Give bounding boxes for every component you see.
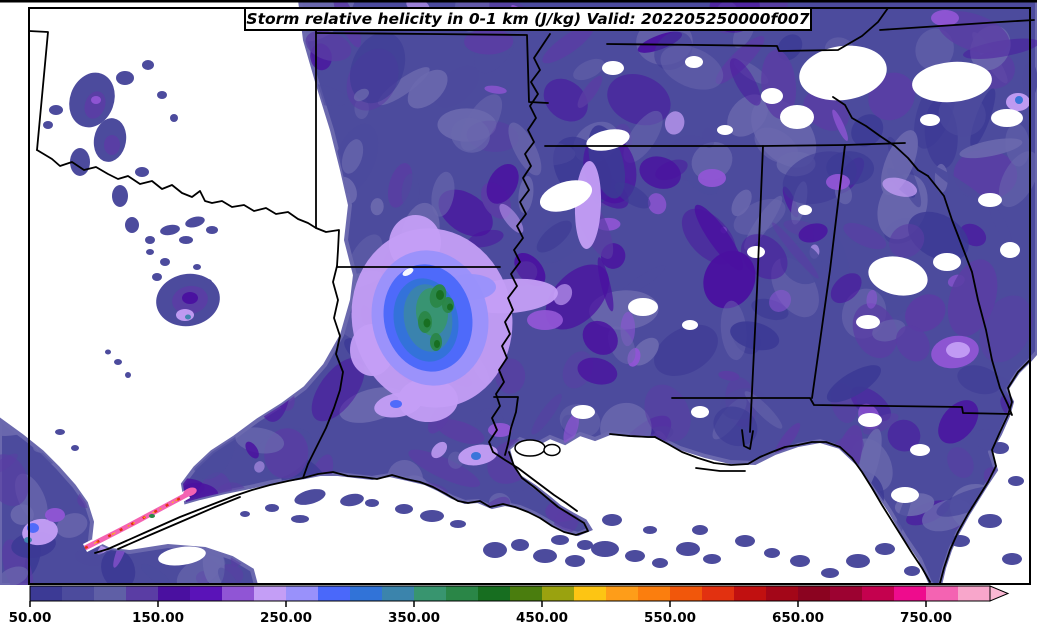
scattered-west-blobs <box>43 60 220 451</box>
map-title-box: Storm relative helicity in 0-1 km (J/kg)… <box>244 7 812 31</box>
below-threshold-holes <box>158 45 1023 566</box>
colorbar-tick-labels: 50.00 150.00 250.00 350.00 450.00 550.00 650.0… <box>9 610 952 626</box>
colorbar-tick-label: 550.00 <box>644 610 696 626</box>
colorbar-tick-label: 450.00 <box>516 610 568 626</box>
colorbar-tick-label: 150.00 <box>132 610 184 626</box>
lake-pontchartrain <box>514 439 561 457</box>
colorbar-tick-label: 50.00 <box>9 610 52 626</box>
colorbar-tick-label: 750.00 <box>900 610 952 626</box>
colorbar: 50.00 150.00 250.00 350.00 450.00 550.00 650.0… <box>9 585 1010 626</box>
coastal-high-value-ribbon <box>82 487 197 553</box>
colorbar-tick-label: 250.00 <box>260 610 312 626</box>
colorbar-tick-label: 350.00 <box>388 610 440 626</box>
colorbar-arrow <box>989 585 1010 602</box>
state-borders <box>28 7 1035 584</box>
colorbar-gradient <box>30 586 991 601</box>
colorbar-ticks <box>29 601 927 607</box>
map-canvas <box>0 0 1037 585</box>
map-title: Storm relative helicity in 0-1 km (J/kg)… <box>246 10 810 28</box>
high-helicity-core <box>22 10 1030 546</box>
colorbar-tick-label: 650.00 <box>772 610 824 626</box>
colorbar-outline <box>29 585 991 602</box>
figure-top-edge <box>0 0 1037 3</box>
